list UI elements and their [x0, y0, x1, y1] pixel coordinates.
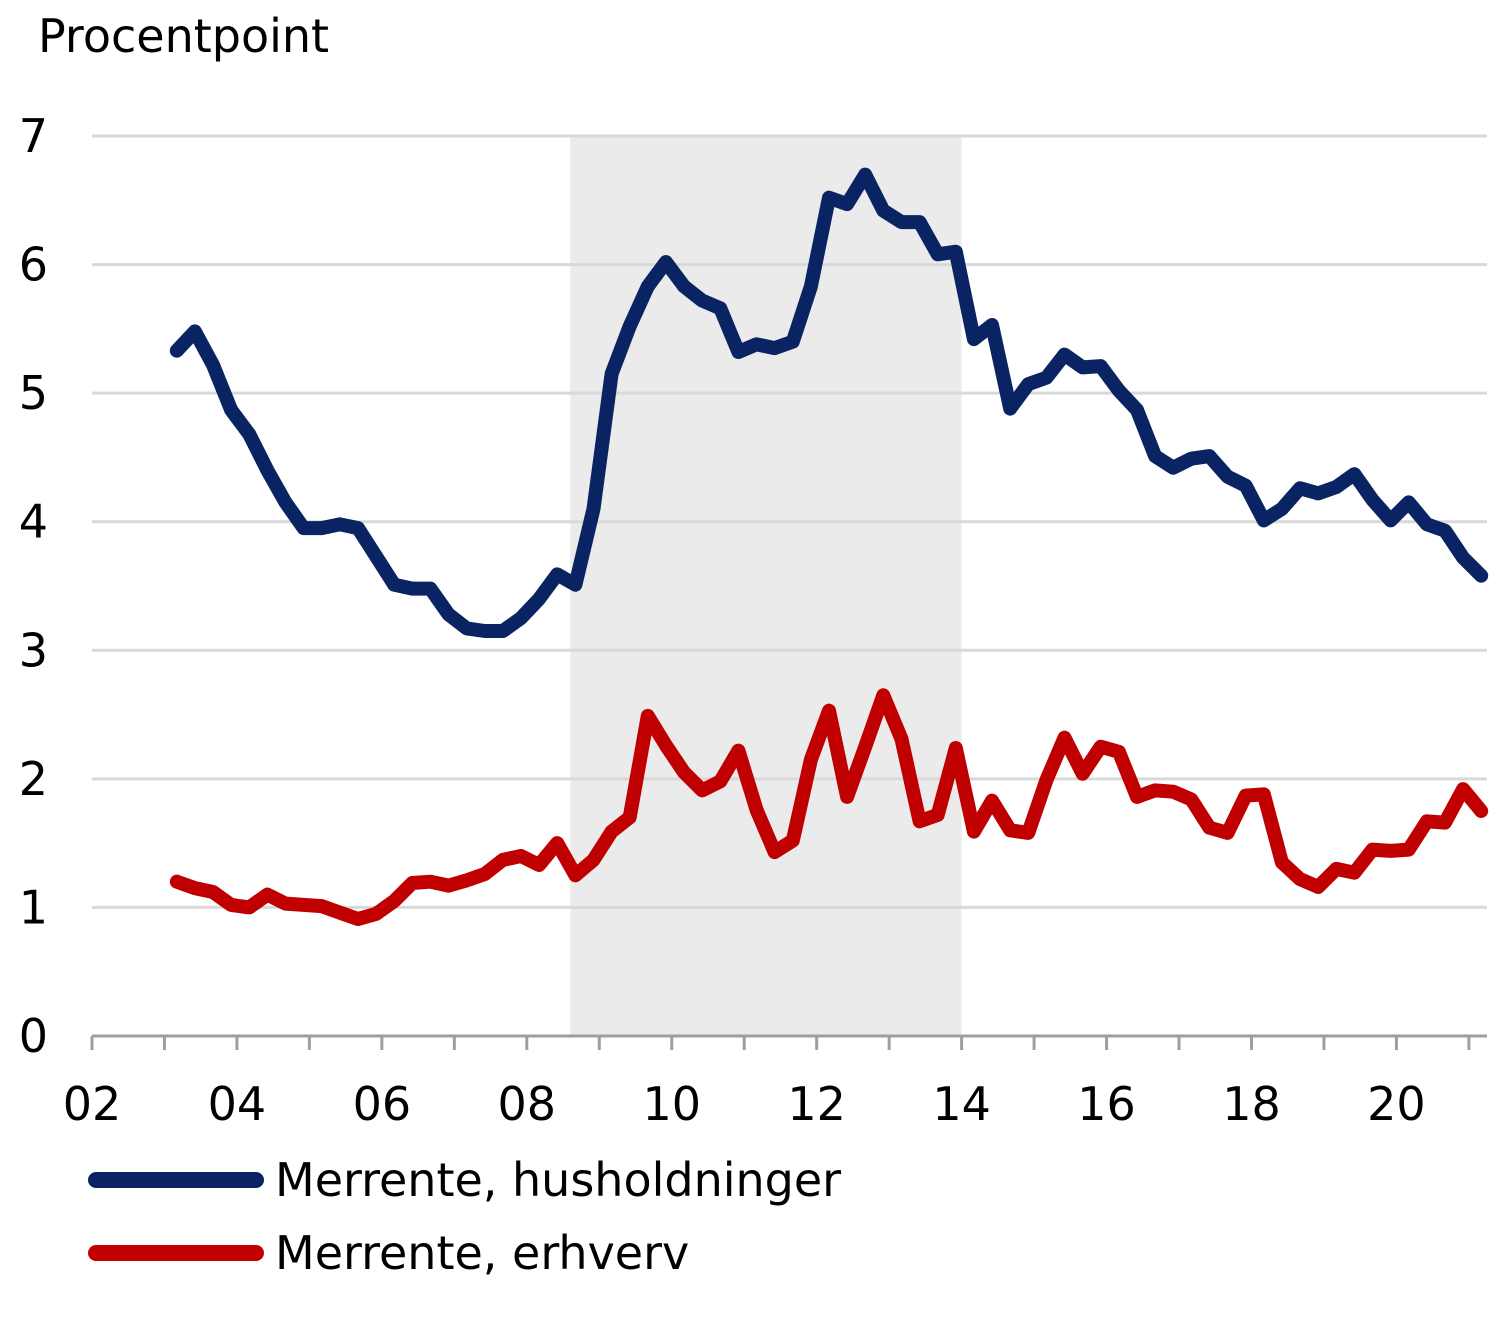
series-line-0 [169, 167, 1489, 638]
x-tick-label: 16 [1077, 1077, 1136, 1131]
x-tick-label: 02 [63, 1077, 122, 1131]
x-tick-label: 06 [353, 1077, 412, 1131]
x-tick-label: 18 [1222, 1077, 1281, 1131]
y-tick-label: 5 [19, 366, 48, 420]
x-tick-label: 08 [498, 1077, 557, 1131]
series-lines [169, 167, 1489, 926]
x-tick-label: 14 [932, 1077, 991, 1131]
series-line-1 [169, 688, 1489, 926]
y-tick-label: 1 [19, 880, 48, 934]
y-tick-label: 2 [19, 752, 48, 806]
y-tick-label: 6 [19, 238, 48, 292]
legend-label-0: Merrente, husholdninger [275, 1153, 841, 1207]
x-tick-label: 04 [208, 1077, 267, 1131]
y-tick-label: 4 [19, 495, 48, 549]
x-tick-label: 12 [787, 1077, 846, 1131]
x-tick-label: 20 [1367, 1077, 1426, 1131]
y-axis-tick-labels: 0 1 2 3 4 5 6 7 [19, 109, 48, 1063]
x-axis-tick-labels: 02 04 06 08 10 12 14 16 18 20 [63, 1077, 1426, 1131]
y-tick-label: 7 [19, 109, 48, 163]
x-tick-label: 10 [642, 1077, 701, 1131]
legend: Merrente, husholdninger Merrente, erhverv [88, 1153, 841, 1280]
y-tick-label: 0 [19, 1009, 48, 1063]
legend-label-1: Merrente, erhverv [275, 1226, 689, 1280]
y-tick-label: 3 [19, 623, 48, 677]
y-axis-label: Procentpoint [38, 9, 329, 63]
shaded-period [570, 136, 962, 1036]
x-axis-ticks [90, 1036, 1471, 1050]
